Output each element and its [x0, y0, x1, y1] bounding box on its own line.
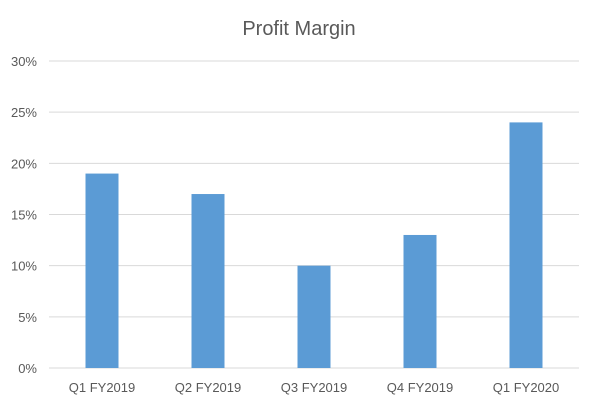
- x-tick-label: Q1 FY2019: [69, 380, 136, 395]
- y-tick-label: 0%: [18, 361, 37, 376]
- chart-title: Profit Margin: [242, 18, 355, 40]
- y-tick-label: 15%: [11, 208, 37, 223]
- y-tick-label: 10%: [11, 259, 37, 274]
- bar: [509, 122, 543, 369]
- x-tick-label: Q2 FY2019: [175, 380, 242, 395]
- y-tick-label: 20%: [11, 156, 37, 171]
- y-tick-label: 25%: [11, 105, 37, 120]
- x-axis-ticks: Q1 FY2019 Q2 FY2019 Q3 FY2019 Q4 FY2019 Q1 F…: [69, 380, 560, 395]
- x-tick-label: Q4 FY2019: [387, 380, 454, 395]
- y-tick-label: 5%: [18, 310, 37, 325]
- bar: [191, 194, 225, 368]
- bar: [403, 234, 437, 368]
- x-tick-label: Q3 FY2019: [281, 380, 348, 395]
- bar: [85, 173, 119, 368]
- bars: [85, 122, 543, 369]
- x-tick-label: Q1 FY2020: [493, 380, 560, 395]
- y-tick-label: 30%: [11, 54, 37, 69]
- bar: [297, 265, 331, 368]
- y-axis-ticks: 0% 5% 10% 15% 20% 25% 30%: [11, 54, 37, 376]
